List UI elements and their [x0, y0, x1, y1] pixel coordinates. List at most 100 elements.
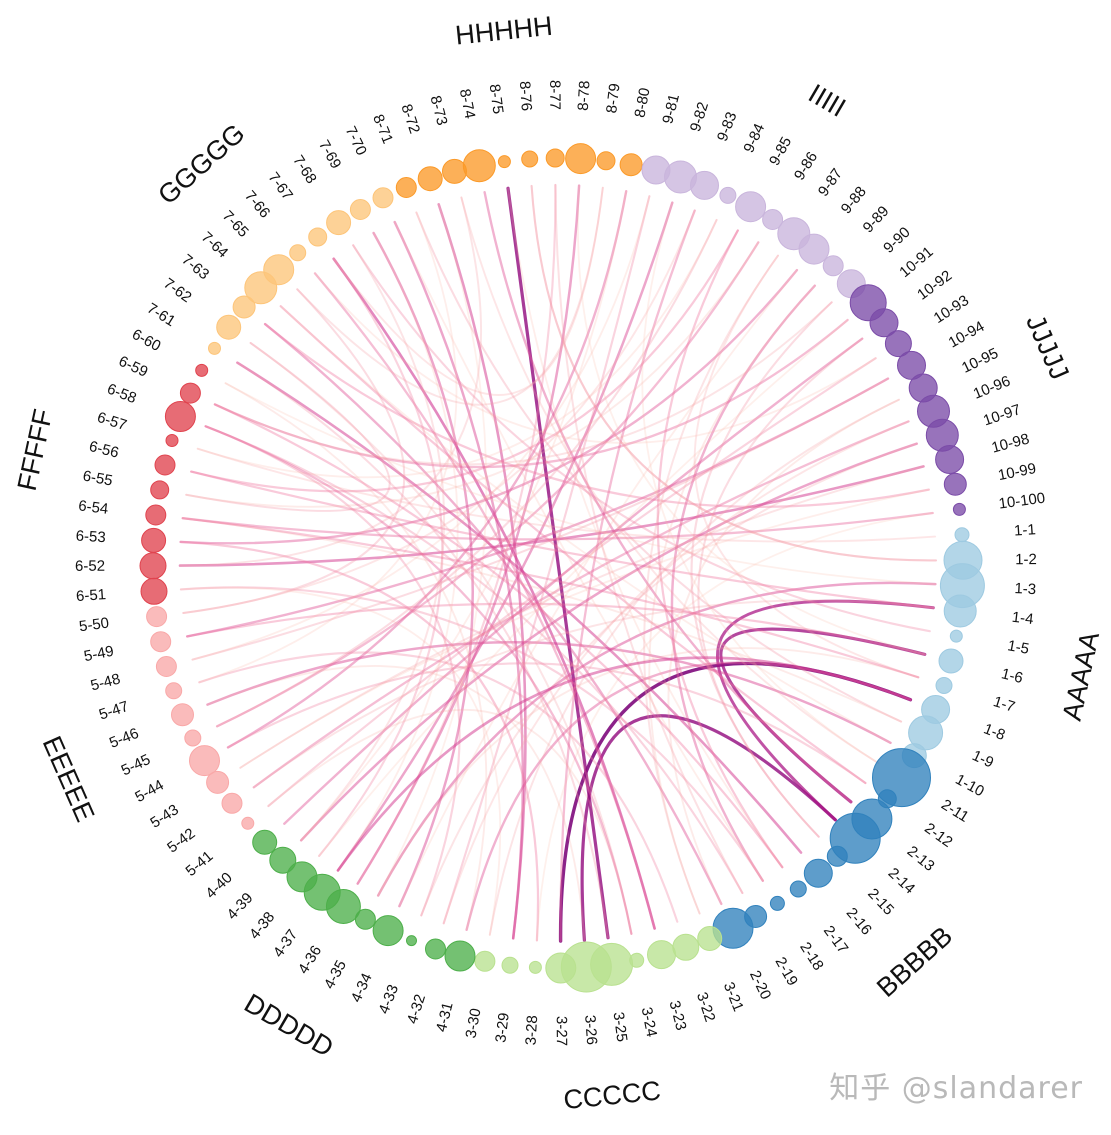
- chord-link-9-85-6-56: [190, 229, 739, 493]
- chord-link-5-44-2-12: [226, 662, 867, 785]
- node-label-1-7: 1-7: [991, 693, 1017, 716]
- node-10-100: [952, 502, 966, 516]
- group-label-EEEEE: EEEEE: [37, 732, 101, 826]
- node-label-7-63: 7-63: [178, 251, 212, 283]
- node-label-1-3: 1-3: [1014, 580, 1037, 598]
- chord-link-2-17-9-85: [656, 229, 784, 869]
- node-label-2-12: 2-12: [921, 820, 955, 851]
- node-4-31: [444, 940, 476, 972]
- node-label-7-70: 7-70: [342, 124, 370, 158]
- node-3-28: [528, 960, 542, 974]
- node-label-9-85: 9-85: [766, 134, 795, 169]
- node-label-4-32: 4-32: [404, 992, 429, 1026]
- chord-link-10-95-3-30: [488, 398, 900, 936]
- node-6-55: [150, 480, 170, 500]
- node-label-9-84: 9-84: [740, 121, 768, 155]
- node-7-61: [208, 341, 221, 355]
- chord-link-7-68-4-39: [300, 244, 446, 842]
- chord-link-2-13-1-6: [719, 627, 927, 804]
- node-label-10-100: 10-100: [998, 490, 1047, 513]
- node-label-4-39: 4-39: [224, 890, 257, 924]
- node-label-3-21: 3-21: [720, 980, 747, 1014]
- node-1-9: [908, 715, 944, 751]
- node-7-68: [326, 210, 352, 236]
- node-label-10-97: 10-97: [981, 401, 1023, 429]
- node-label-4-38: 4-38: [246, 909, 278, 943]
- node-4-35: [354, 908, 376, 930]
- node-label-5-47: 5-47: [97, 698, 131, 724]
- chord-link-10-100-3-28: [536, 512, 934, 942]
- chord-link-1-4-5-42: [252, 599, 935, 789]
- chord-link-2-20-10-95: [667, 398, 900, 905]
- node-label-5-48: 5-48: [89, 670, 122, 694]
- chord-link-6-60-1-3: [224, 382, 937, 585]
- node-8-76: [521, 150, 539, 168]
- chord-link-4-37-9-82: [336, 201, 674, 872]
- node-8-71: [395, 177, 417, 198]
- chord-link-1-9-6-54: [181, 517, 903, 723]
- node-3-29: [501, 956, 519, 974]
- chord-link-3-30-6-51: [179, 586, 502, 936]
- group-label-CCCCC: CCCCC: [562, 1075, 662, 1115]
- node-6-58: [164, 401, 196, 432]
- node-7-69: [349, 199, 371, 220]
- node-2-16: [803, 858, 833, 888]
- node-9-89: [822, 255, 844, 277]
- node-label-7-67: 7-67: [265, 169, 297, 203]
- node-label-9-86: 9-86: [791, 149, 821, 183]
- chord-link-9-86-6-55: [185, 241, 760, 508]
- node-label-6-56: 6-56: [87, 438, 120, 462]
- node-7-63: [232, 295, 256, 319]
- node-label-6-53: 6-53: [75, 528, 106, 547]
- node-2-17: [789, 880, 807, 898]
- chord-link-2-18-7-70: [393, 221, 764, 882]
- node-label-4-33: 4-33: [375, 982, 402, 1016]
- chord-link-5-50-9-83: [182, 209, 696, 614]
- chord-link-8-78-4-36: [356, 184, 581, 885]
- chord-link-1-1-6-57: [196, 447, 937, 543]
- node-label-8-71: 8-71: [369, 112, 396, 146]
- chord-link-10-97-4-39: [299, 442, 918, 842]
- group-label-JJJJJ: JJJJJ: [1020, 310, 1075, 384]
- node-label-9-87: 9-87: [815, 165, 846, 199]
- chord-links: [178, 183, 938, 943]
- node-label-9-82: 9-82: [687, 100, 712, 134]
- group-label-AAAAA: AAAAA: [1057, 629, 1105, 723]
- node-label-6-52: 6-52: [75, 558, 105, 575]
- node-label-5-45: 5-45: [119, 751, 153, 779]
- chord-link-4-37-1-8: [336, 656, 912, 872]
- node-label-2-20: 2-20: [746, 968, 774, 1002]
- node-3-21: [697, 926, 723, 951]
- node-4-40: [252, 829, 278, 855]
- node-8-73: [442, 158, 467, 184]
- node-label-10-94: 10-94: [946, 318, 988, 352]
- node-5-44: [189, 745, 220, 777]
- node-8-80: [619, 153, 643, 177]
- node-label-4-36: 4-36: [295, 943, 325, 977]
- chord-link-5-43-10-99: [239, 488, 930, 769]
- node-label-4-40: 4-40: [202, 869, 235, 902]
- node-label-8-79: 8-79: [603, 82, 623, 114]
- node-4-33: [406, 935, 417, 947]
- chord-link-2-16-7-61: [236, 361, 803, 854]
- chord-link-2-11-8-73: [460, 196, 880, 765]
- node-7-66: [289, 244, 307, 262]
- chord-link-10-91-4-38: [318, 319, 849, 857]
- node-label-2-18: 2-18: [796, 939, 827, 973]
- chord-link-6-55-7-62: [185, 341, 391, 512]
- chord-link-9-84-5-45: [216, 218, 718, 728]
- node-label-4-34: 4-34: [348, 971, 376, 1005]
- chord-link-8-79-7-65: [296, 186, 604, 406]
- node-label-3-22: 3-22: [693, 990, 719, 1024]
- node-label-2-17: 2-17: [820, 923, 852, 957]
- node-1-4: [943, 594, 977, 628]
- node-4-39: [269, 846, 297, 874]
- chord-link-9-90-6-59: [213, 301, 833, 466]
- node-8-75: [497, 155, 511, 169]
- chord-link-9-88-4-34: [398, 269, 798, 908]
- node-label-9-88: 9-88: [838, 183, 870, 217]
- chord-link-5-41-10-93: [267, 357, 877, 808]
- node-7-62: [216, 314, 242, 340]
- node-6-56: [154, 454, 176, 476]
- chord-link-4-35-1-7: [377, 647, 920, 897]
